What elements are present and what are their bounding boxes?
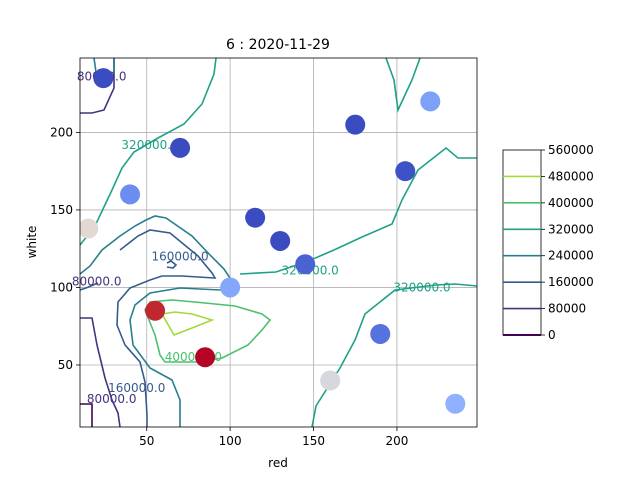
x-tick-label: 150 (302, 434, 325, 448)
colorbar-tick-label: 160000 (548, 275, 594, 289)
scatter-point (120, 184, 141, 205)
colorbar-tick-label: 240000 (548, 249, 594, 263)
contour-label: 160000.0 (151, 249, 208, 263)
scatter-point (170, 137, 191, 158)
contour-160000-c (166, 260, 178, 269)
chart-title: 6 : 2020-11-29 (226, 37, 330, 53)
plot-frame (79, 57, 478, 428)
contour-160000-b (116, 229, 217, 427)
scatter-point (93, 68, 114, 89)
scatter-point (395, 161, 416, 182)
scatter-point (345, 114, 366, 135)
colorbar-tick-label: 560000 (548, 143, 594, 157)
scatter-point (245, 207, 266, 228)
plot-area: 320000.0160000.080000.0320000.0320000.08… (50, 57, 478, 448)
x-tick-label: 100 (219, 434, 242, 448)
contour-320000-d (385, 58, 421, 113)
contour-80000-b (80, 58, 115, 114)
contour-label: 80000.0 (87, 392, 137, 406)
contour-320000-a (80, 58, 217, 246)
scatter-point (220, 277, 241, 298)
scatter-point (195, 347, 216, 368)
scatter-point (145, 300, 166, 321)
contour-160000-a (80, 282, 99, 291)
colorbar-tick-label: 400000 (548, 196, 594, 210)
y-tick-label: 100 (50, 280, 73, 294)
contour-label: 320000.0 (121, 138, 178, 152)
contour-label: 80000.0 (72, 274, 122, 288)
scatter-points (80, 68, 466, 414)
contour-label: 320000.0 (393, 280, 450, 294)
contour-320000-c (311, 283, 477, 427)
x-axis-label: red (268, 456, 288, 470)
x-tick-label: 50 (139, 434, 154, 448)
y-axis-ticks: 50 100 150 200 (50, 125, 80, 372)
x-axis-ticks: 50 100 150 200 (139, 427, 408, 448)
contour-480000 (160, 311, 215, 336)
colorbar-tick-label: 80000 (548, 302, 586, 316)
colorbar: 0 80000 160000 240000 320000 400000 480000 5600… (502, 143, 594, 342)
colorbar-tick-label: 320000 (548, 222, 594, 236)
scatter-point (420, 91, 441, 112)
contour-0 (80, 403, 93, 427)
scatter-point (445, 393, 466, 414)
scatter-point (270, 230, 291, 251)
contour-80000-a (80, 317, 121, 427)
y-tick-label: 150 (50, 203, 73, 217)
scatter-point (370, 323, 391, 344)
x-tick-label: 200 (385, 434, 408, 448)
colorbar-frame (502, 149, 542, 336)
colorbar-tick-label: 0 (548, 328, 556, 342)
y-tick-label: 200 (50, 125, 73, 139)
y-axis-label: white (25, 226, 39, 259)
colorbar-tick-label: 480000 (548, 169, 594, 183)
scatter-point (80, 218, 99, 239)
scatter-point (320, 370, 341, 391)
scatter-point (295, 254, 316, 275)
contour-label: 160000.0 (108, 381, 165, 395)
y-tick-label: 50 (58, 358, 73, 372)
contour-400000 (144, 299, 272, 363)
